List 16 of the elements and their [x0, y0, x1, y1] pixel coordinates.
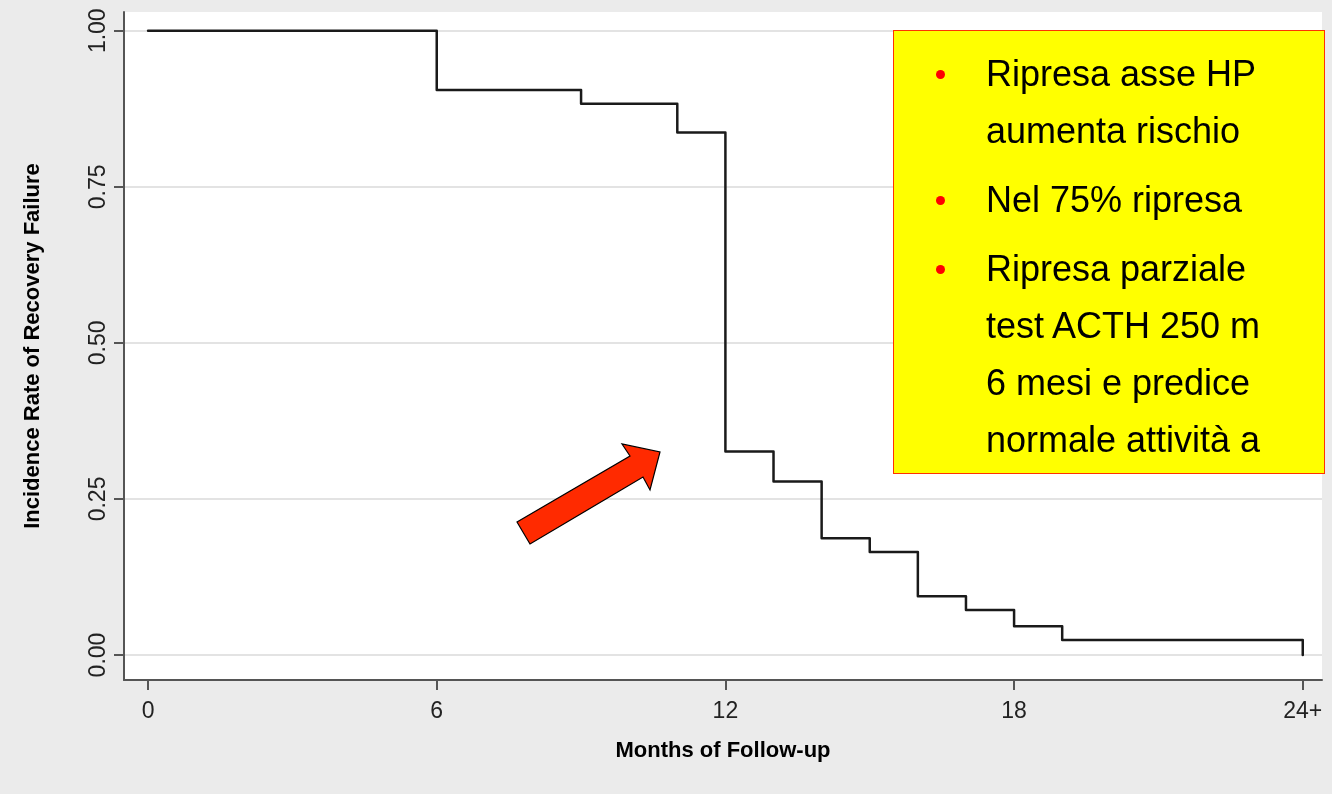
y-tick-label: 0.25: [83, 476, 110, 522]
y-tick-label: 0.50: [83, 320, 110, 366]
y-tick-label: 0.00: [83, 632, 110, 678]
annotation: Nel 75% ripresa: [986, 178, 1243, 222]
x-tick-label: 0: [141, 696, 155, 723]
x-tick-label: 18: [1001, 696, 1027, 723]
annotation: Ripresa parziale test ACTH 250 m 6 mesi e predice normale attività a: [986, 247, 1261, 462]
x-tick-label: 24+: [1283, 696, 1323, 723]
annotation: Ripresa asse HP aumenta rischio: [986, 52, 1257, 153]
y-tick-label: 1.00: [83, 8, 110, 54]
x-tick-label: 12: [712, 696, 739, 723]
x-axis-title: Months of Follow-up: [615, 736, 831, 762]
y-tick-label: 0.75: [83, 164, 110, 210]
x-tick-label: 6: [430, 696, 444, 723]
y-axis-title: Incidence Rate of Recovery Failure: [18, 163, 44, 529]
callout-box: Ripresa asse HP aumenta rischio Nel 75% ripresa Ripresa parziale test ACTH 250 m 6 mesi e predice normale attività a: [893, 30, 1325, 474]
